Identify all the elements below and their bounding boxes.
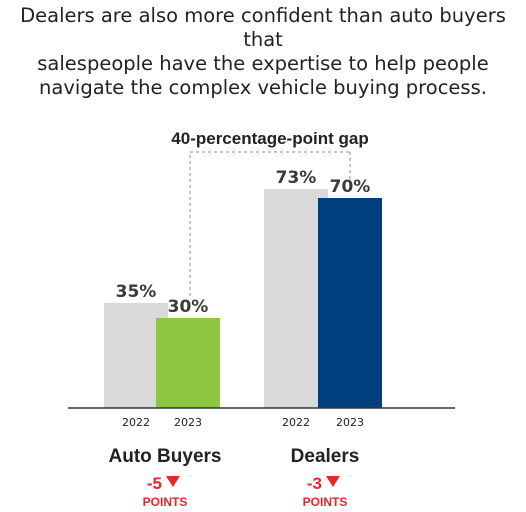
down-triangle-icon <box>166 476 180 487</box>
value-label-dealers-2023: 70% <box>330 177 371 197</box>
bar-dealers-2023 <box>318 198 382 408</box>
change-value-auto-buyers: -5 <box>147 474 162 493</box>
value-label-auto-buyers-2022: 35% <box>116 282 157 302</box>
tick-label-dealers-2023: 2023 <box>336 416 364 429</box>
group-label-auto-buyers: Auto Buyers <box>109 446 222 467</box>
tick-label-dealers-2022: 2022 <box>282 416 310 429</box>
value-label-auto-buyers-2023: 30% <box>168 297 209 317</box>
bar-dealers-2022 <box>264 189 328 408</box>
title-line-3: navigate the complex vehicle buying proc… <box>39 76 487 99</box>
group-label-dealers: Dealers <box>291 446 360 467</box>
gap-annotation-bg <box>158 128 382 150</box>
gap-annotation: 40-percentage-point gap <box>171 129 368 148</box>
tick-label-auto-buyers-2023: 2023 <box>174 416 202 429</box>
change-value-dealers: -3 <box>307 474 322 493</box>
title-line-1: Dealers are also more confident than aut… <box>20 4 506 51</box>
change-unit-auto-buyers: POINTS <box>143 495 188 509</box>
bar-auto-buyers-2023 <box>156 318 220 408</box>
value-label-dealers-2022: 73% <box>276 168 317 188</box>
title-line-2: salespeople have the expertise to help p… <box>37 52 489 75</box>
chart-title: Dealers are also more confident than aut… <box>0 4 526 100</box>
down-triangle-icon <box>326 476 340 487</box>
change-unit-dealers: POINTS <box>303 495 348 509</box>
tick-label-auto-buyers-2022: 2022 <box>122 416 150 429</box>
